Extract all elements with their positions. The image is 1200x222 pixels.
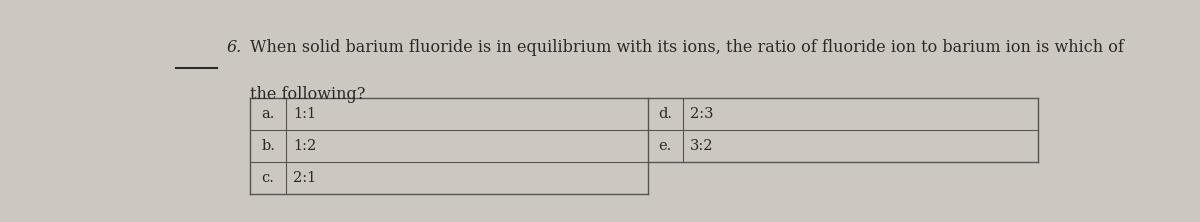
Text: When solid barium fluoride is in equilibrium with its ions, the ratio of fluorid: When solid barium fluoride is in equilib… bbox=[251, 39, 1124, 56]
Text: 2:1: 2:1 bbox=[293, 171, 317, 185]
Text: the following?: the following? bbox=[251, 87, 366, 103]
Text: 6.: 6. bbox=[227, 39, 241, 56]
Text: 3:2: 3:2 bbox=[690, 139, 714, 153]
Text: 2:3: 2:3 bbox=[690, 107, 714, 121]
Text: e.: e. bbox=[659, 139, 672, 153]
Text: 1:1: 1:1 bbox=[293, 107, 317, 121]
Text: a.: a. bbox=[262, 107, 275, 121]
Text: c.: c. bbox=[262, 171, 275, 185]
Text: b.: b. bbox=[262, 139, 275, 153]
Text: d.: d. bbox=[659, 107, 672, 121]
Text: 1:2: 1:2 bbox=[293, 139, 317, 153]
